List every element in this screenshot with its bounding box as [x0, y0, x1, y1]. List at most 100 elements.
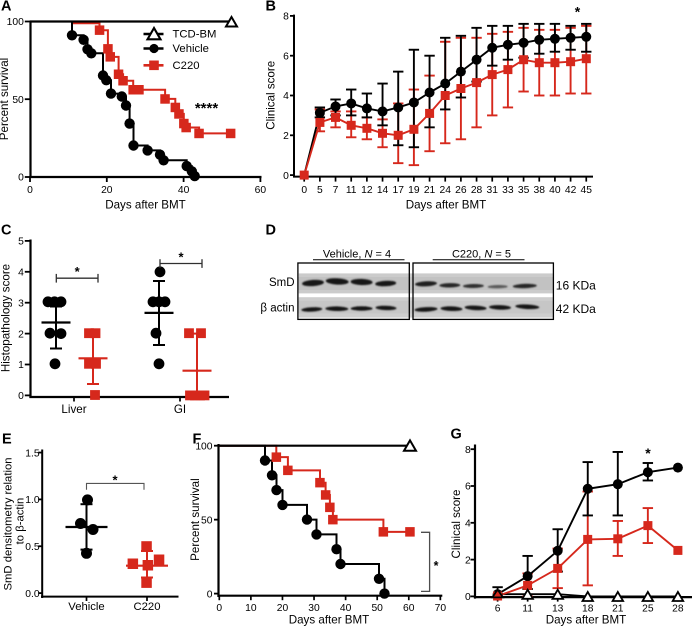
- svg-text:1: 1: [18, 360, 24, 371]
- svg-text:6: 6: [283, 51, 289, 62]
- svg-text:*: *: [112, 473, 118, 488]
- svg-text:A: A: [1, 0, 12, 14]
- svg-text:5: 5: [317, 185, 323, 196]
- svg-text:8: 8: [465, 445, 471, 456]
- svg-text:Liver: Liver: [61, 403, 86, 416]
- svg-text:42 KDa: 42 KDa: [556, 302, 596, 316]
- svg-text:11: 11: [522, 604, 533, 615]
- svg-text:C220, N = 5: C220, N = 5: [452, 249, 511, 261]
- svg-text:F: F: [193, 432, 202, 448]
- svg-text:****: ****: [195, 100, 219, 117]
- svg-text:38: 38: [534, 185, 546, 196]
- svg-text:45: 45: [581, 185, 593, 196]
- svg-text:2: 2: [465, 555, 471, 566]
- svg-text:Days after BMT: Days after BMT: [546, 614, 627, 627]
- svg-text:33: 33: [502, 185, 514, 196]
- svg-text:*: *: [645, 445, 651, 461]
- svg-text:C220: C220: [133, 601, 160, 613]
- svg-text:30: 30: [308, 603, 320, 614]
- svg-text:1.0: 1.0: [25, 495, 40, 506]
- svg-text:*: *: [178, 249, 184, 264]
- svg-text:SmD: SmD: [269, 277, 295, 289]
- svg-text:21: 21: [424, 185, 436, 196]
- svg-text:0: 0: [18, 173, 24, 184]
- svg-text:12: 12: [361, 185, 373, 196]
- svg-text:11: 11: [346, 185, 357, 196]
- svg-text:16 KDa: 16 KDa: [556, 278, 596, 292]
- svg-text:17: 17: [392, 185, 404, 196]
- svg-text:Vehicle, N = 4: Vehicle, N = 4: [323, 249, 391, 261]
- svg-text:6: 6: [495, 604, 501, 615]
- svg-text:*: *: [75, 264, 81, 279]
- svg-text:13: 13: [552, 604, 564, 615]
- svg-text:40: 40: [549, 185, 561, 196]
- svg-text:14: 14: [377, 185, 389, 196]
- svg-text:Vehicle: Vehicle: [68, 601, 104, 613]
- svg-text:2: 2: [18, 329, 24, 340]
- svg-text:D: D: [266, 223, 276, 239]
- svg-text:25: 25: [642, 604, 654, 615]
- svg-text:42: 42: [565, 185, 577, 196]
- svg-text:26: 26: [455, 185, 467, 196]
- svg-text:40: 40: [178, 185, 190, 196]
- svg-text:1.5: 1.5: [25, 448, 40, 459]
- svg-text:18: 18: [582, 604, 594, 615]
- svg-text:0.0: 0.0: [25, 589, 40, 600]
- svg-text:4: 4: [18, 268, 24, 279]
- svg-text:7: 7: [333, 185, 339, 196]
- svg-text:24: 24: [439, 185, 451, 196]
- svg-text:60: 60: [403, 603, 415, 614]
- svg-text:100: 100: [7, 17, 24, 28]
- svg-text:G: G: [451, 427, 462, 443]
- svg-text:Clinical score: Clinical score: [450, 490, 463, 559]
- svg-text:5: 5: [18, 237, 24, 248]
- svg-text:35: 35: [518, 185, 530, 196]
- svg-text:60: 60: [255, 185, 267, 196]
- svg-text:2: 2: [283, 131, 289, 142]
- svg-text:*: *: [434, 559, 439, 573]
- svg-text:50: 50: [201, 515, 213, 526]
- svg-text:0: 0: [18, 391, 24, 402]
- svg-text:19: 19: [408, 185, 420, 196]
- svg-text:β actin: β actin: [260, 303, 294, 315]
- svg-text:3: 3: [18, 298, 24, 309]
- svg-text:0: 0: [216, 603, 222, 614]
- svg-text:0: 0: [283, 171, 289, 182]
- svg-text:Days after BMT: Days after BMT: [105, 199, 186, 212]
- svg-text:21: 21: [612, 604, 624, 615]
- svg-text:0.5: 0.5: [25, 542, 40, 553]
- svg-text:Percent survival: Percent survival: [0, 58, 11, 140]
- svg-text:*: *: [575, 4, 581, 20]
- svg-text:Days after BMT: Days after BMT: [289, 614, 370, 627]
- svg-text:28: 28: [672, 604, 684, 615]
- svg-text:0: 0: [27, 185, 33, 196]
- svg-text:Histopathology score: Histopathology score: [0, 264, 12, 372]
- svg-text:4: 4: [465, 519, 471, 530]
- svg-text:GI: GI: [174, 403, 186, 416]
- svg-text:B: B: [266, 0, 276, 14]
- svg-text:8: 8: [283, 12, 289, 23]
- svg-text:4: 4: [283, 91, 289, 102]
- svg-text:28: 28: [471, 185, 483, 196]
- svg-text:0: 0: [301, 185, 307, 196]
- svg-text:50: 50: [12, 95, 24, 106]
- svg-text:20: 20: [277, 603, 289, 614]
- svg-text:50: 50: [371, 603, 383, 614]
- svg-text:Clinical score: Clinical score: [265, 61, 278, 130]
- svg-text:0: 0: [207, 589, 213, 600]
- svg-text:70: 70: [435, 603, 447, 614]
- svg-text:40: 40: [340, 603, 352, 614]
- svg-text:SmD densitometry relation: SmD densitometry relation: [2, 457, 14, 590]
- svg-text:6: 6: [465, 482, 471, 493]
- svg-text:TCD-BM: TCD-BM: [173, 28, 217, 40]
- svg-text:E: E: [2, 432, 12, 448]
- svg-text:C: C: [1, 222, 12, 238]
- svg-text:C220: C220: [173, 60, 200, 72]
- svg-text:20: 20: [101, 185, 113, 196]
- svg-text:100: 100: [195, 441, 212, 452]
- svg-text:Vehicle: Vehicle: [173, 43, 209, 55]
- svg-text:31: 31: [487, 185, 499, 196]
- svg-text:to β-actin: to β-actin: [15, 498, 27, 545]
- svg-text:Days after BMT: Days after BMT: [406, 198, 487, 211]
- svg-text:0: 0: [465, 592, 471, 603]
